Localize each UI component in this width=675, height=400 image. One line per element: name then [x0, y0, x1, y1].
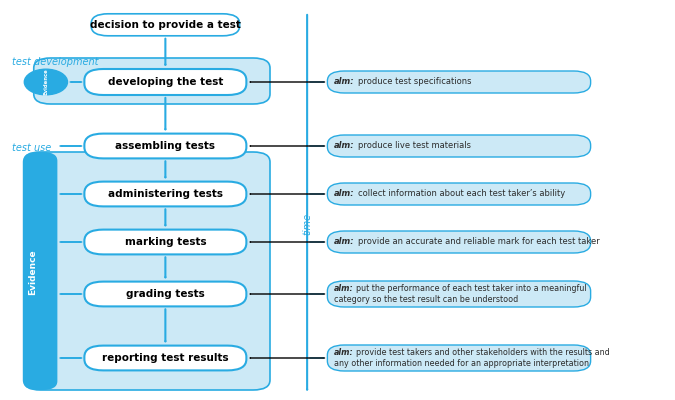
- Text: marking tests: marking tests: [125, 237, 206, 247]
- Text: alm:: alm:: [334, 284, 354, 293]
- FancyBboxPatch shape: [327, 135, 591, 157]
- FancyBboxPatch shape: [84, 230, 246, 254]
- Text: time: time: [302, 213, 312, 235]
- FancyBboxPatch shape: [24, 152, 57, 390]
- FancyBboxPatch shape: [84, 182, 246, 206]
- Text: produce live test materials: produce live test materials: [358, 142, 470, 150]
- FancyBboxPatch shape: [84, 69, 246, 95]
- Text: Evidence: Evidence: [43, 69, 49, 95]
- FancyBboxPatch shape: [327, 281, 591, 307]
- Text: test use: test use: [12, 143, 51, 153]
- Circle shape: [24, 69, 68, 95]
- FancyBboxPatch shape: [327, 183, 591, 205]
- Text: Evidence: Evidence: [28, 249, 37, 295]
- FancyBboxPatch shape: [327, 231, 591, 253]
- Text: provide an accurate and reliable mark for each test taker: provide an accurate and reliable mark fo…: [358, 238, 599, 246]
- Text: collect information about each test taker’s ability: collect information about each test take…: [358, 190, 565, 198]
- Text: developing the test: developing the test: [108, 77, 223, 87]
- Text: produce test specifications: produce test specifications: [358, 78, 471, 86]
- Text: reporting test results: reporting test results: [102, 353, 229, 363]
- Text: category so the test result can be understood: category so the test result can be under…: [334, 295, 518, 304]
- Text: assembling tests: assembling tests: [115, 141, 215, 151]
- Text: alm:: alm:: [334, 348, 354, 357]
- FancyBboxPatch shape: [84, 134, 246, 158]
- FancyBboxPatch shape: [24, 152, 270, 390]
- FancyBboxPatch shape: [327, 345, 591, 371]
- Text: grading tests: grading tests: [126, 289, 205, 299]
- Text: alm:: alm:: [334, 78, 355, 86]
- FancyBboxPatch shape: [84, 346, 246, 370]
- Text: test development: test development: [12, 57, 99, 67]
- Text: any other information needed for an appropriate interpretation: any other information needed for an appr…: [334, 359, 589, 368]
- Text: put the performance of each test taker into a meaningful: put the performance of each test taker i…: [356, 284, 587, 293]
- Text: provide test takers and other stakeholders with the results and: provide test takers and other stakeholde…: [356, 348, 610, 357]
- FancyBboxPatch shape: [34, 58, 270, 104]
- Text: administering tests: administering tests: [108, 189, 223, 199]
- FancyBboxPatch shape: [327, 71, 591, 93]
- Text: alm:: alm:: [334, 190, 355, 198]
- FancyBboxPatch shape: [91, 14, 240, 36]
- FancyBboxPatch shape: [84, 282, 246, 306]
- Text: alm:: alm:: [334, 238, 355, 246]
- Text: decision to provide a test: decision to provide a test: [90, 20, 241, 30]
- Text: alm:: alm:: [334, 142, 355, 150]
